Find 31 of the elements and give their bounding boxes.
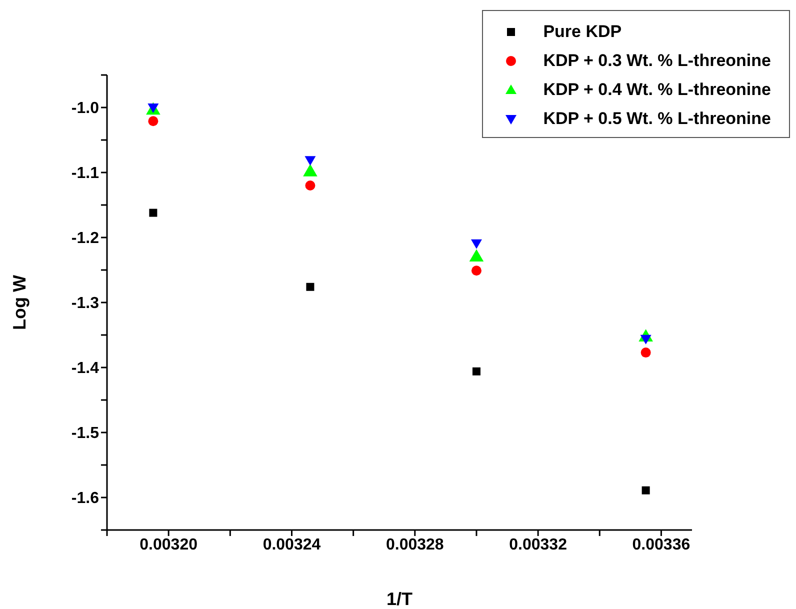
legend-label: Pure KDP [543,22,622,42]
legend-label: KDP + 0.4 Wt. % L-threonine [543,80,771,100]
x-tick-label: 0.00320 [140,536,198,554]
x-tick-label: 0.00336 [632,536,690,554]
y-tick-label: -1.0 [71,100,100,118]
x-tick-label: 0.00332 [509,536,568,554]
x-tick-label: 0.00324 [262,536,321,554]
point [470,239,482,249]
y-tick-label: -1.5 [71,425,100,442]
point [469,249,484,262]
legend-label: KDP + 0.3 Wt. % L-threonine [543,50,771,70]
y-tick-label: -1.3 [71,295,100,312]
y-tick-label: -1.1 [71,165,100,182]
point [304,156,316,166]
point [640,334,652,344]
point [305,180,316,190]
point [642,486,650,494]
y-axis-title: Log W [9,275,30,330]
legend-label: KDP + 0.5 Wt. % L-threonine [543,108,771,128]
point [148,116,158,126]
point [306,282,314,291]
y-tick-label: -1.4 [71,360,100,378]
x-axis-title: 1/T [386,588,413,609]
point [149,208,158,217]
point [471,266,482,276]
point [640,348,651,358]
point [472,367,480,376]
x-tick-label: 0.00328 [386,536,444,554]
point [303,164,318,176]
y-tick-label: -1.6 [71,490,100,508]
y-tick-label: -1.2 [71,230,100,248]
